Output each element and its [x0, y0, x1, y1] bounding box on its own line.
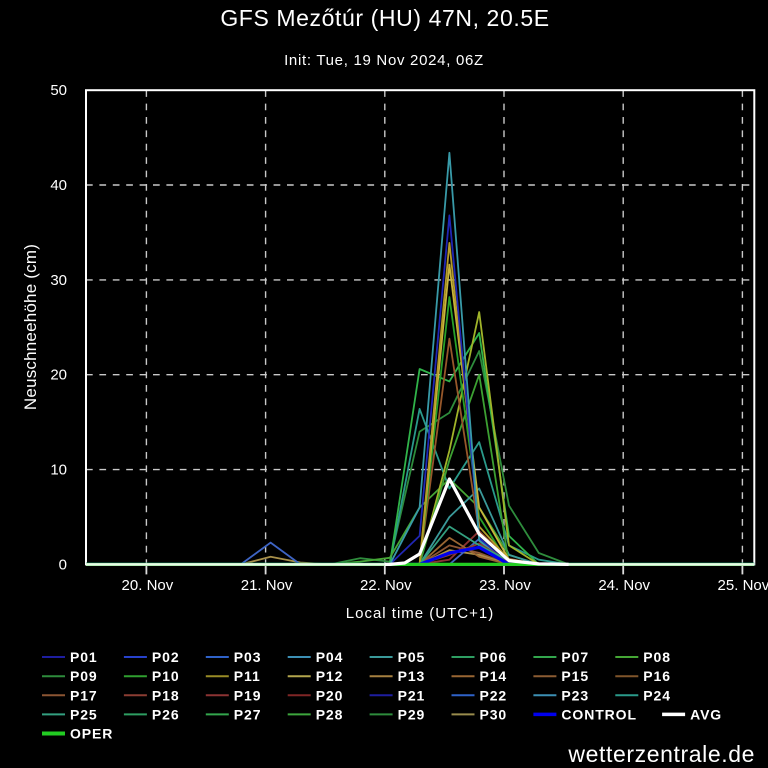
svg-text:25. Nov: 25. Nov: [718, 577, 768, 594]
svg-text:P13: P13: [398, 668, 426, 684]
svg-text:P08: P08: [643, 649, 671, 665]
svg-text:21. Nov: 21. Nov: [241, 577, 293, 594]
svg-text:P22: P22: [480, 687, 508, 703]
svg-text:P19: P19: [234, 687, 262, 703]
svg-text:P03: P03: [234, 649, 262, 665]
svg-text:P04: P04: [316, 649, 344, 665]
svg-text:P23: P23: [561, 687, 589, 703]
svg-text:P05: P05: [398, 649, 426, 665]
svg-text:P14: P14: [480, 668, 508, 684]
svg-text:GFS Mezőtúr (HU) 47N, 20.5E: GFS Mezőtúr (HU) 47N, 20.5E: [220, 5, 549, 31]
svg-text:AVG: AVG: [690, 706, 722, 722]
svg-text:P20: P20: [316, 687, 344, 703]
svg-text:22. Nov: 22. Nov: [360, 577, 412, 594]
svg-text:P28: P28: [316, 706, 344, 722]
svg-text:P26: P26: [152, 706, 180, 722]
svg-text:0: 0: [59, 556, 67, 573]
svg-text:40: 40: [50, 177, 67, 194]
svg-text:P21: P21: [398, 687, 426, 703]
svg-text:P07: P07: [561, 649, 589, 665]
svg-text:P24: P24: [643, 687, 671, 703]
svg-text:P01: P01: [70, 649, 98, 665]
svg-text:10: 10: [50, 462, 67, 479]
svg-text:P12: P12: [316, 668, 344, 684]
svg-text:30: 30: [50, 272, 67, 289]
svg-text:CONTROL: CONTROL: [561, 706, 637, 722]
svg-text:P09: P09: [70, 668, 98, 684]
svg-text:P30: P30: [480, 706, 508, 722]
svg-text:P15: P15: [561, 668, 589, 684]
svg-text:Local time (UTC+1): Local time (UTC+1): [346, 605, 494, 622]
svg-text:50: 50: [50, 82, 67, 99]
svg-text:P29: P29: [398, 706, 426, 722]
svg-text:20: 20: [50, 367, 67, 384]
svg-text:OPER: OPER: [70, 726, 113, 742]
svg-text:P17: P17: [70, 687, 98, 703]
svg-text:P25: P25: [70, 706, 98, 722]
svg-text:P16: P16: [643, 668, 671, 684]
svg-text:P06: P06: [480, 649, 508, 665]
svg-text:P27: P27: [234, 706, 262, 722]
svg-text:24. Nov: 24. Nov: [598, 577, 650, 594]
svg-text:wetterzentrale.de: wetterzentrale.de: [567, 741, 755, 767]
svg-text:P02: P02: [152, 649, 180, 665]
svg-text:Neuschneehöhe (cm): Neuschneehöhe (cm): [21, 244, 40, 410]
svg-text:Init: Tue, 19 Nov 2024, 06Z: Init: Tue, 19 Nov 2024, 06Z: [284, 52, 484, 69]
svg-text:20. Nov: 20. Nov: [122, 577, 174, 594]
svg-text:P10: P10: [152, 668, 180, 684]
svg-text:P11: P11: [234, 668, 261, 684]
svg-text:P18: P18: [152, 687, 180, 703]
svg-text:23. Nov: 23. Nov: [479, 577, 531, 594]
